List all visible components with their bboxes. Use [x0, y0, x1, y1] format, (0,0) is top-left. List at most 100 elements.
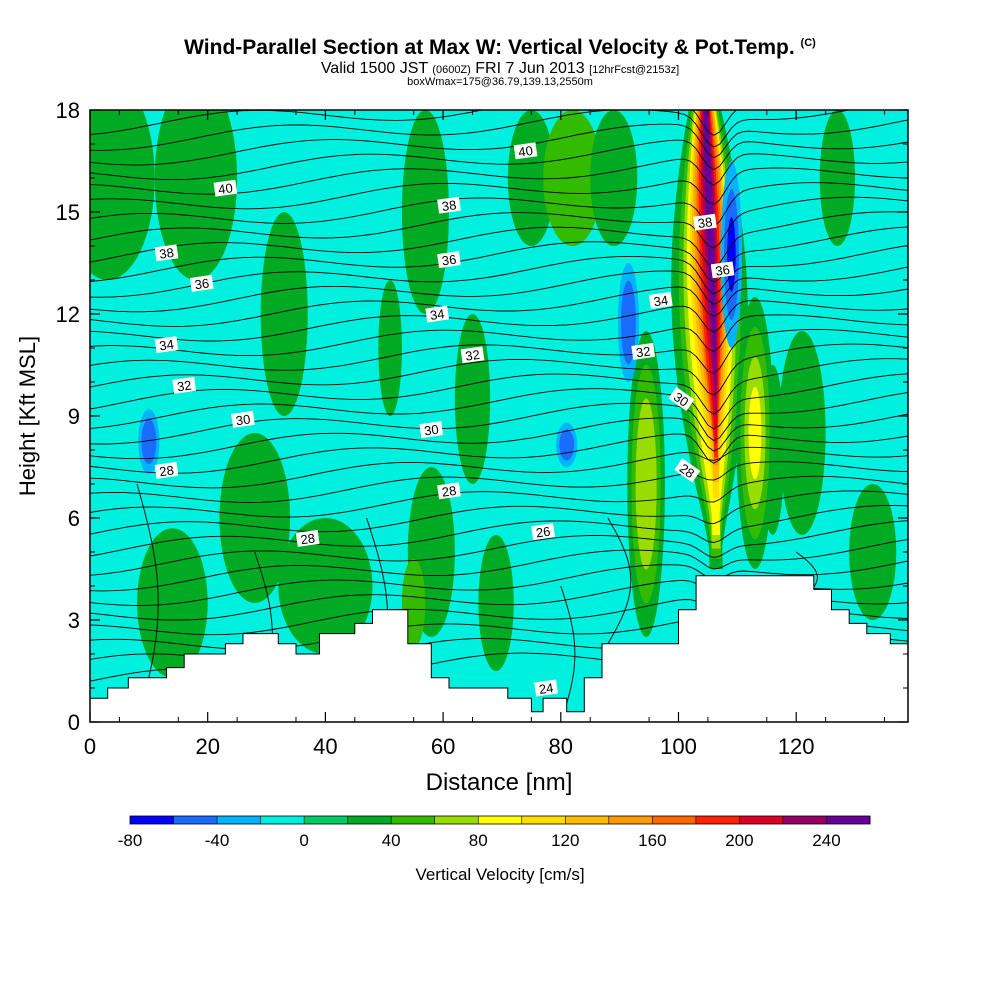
w-downdraft-band [141, 418, 157, 465]
w-blob [454, 314, 491, 484]
theta-contour [90, 182, 908, 227]
theta-label-36: 36 [189, 274, 214, 292]
theta-contour [90, 266, 908, 313]
w-blob [507, 110, 555, 246]
theta-label-text: 28 [441, 483, 457, 500]
theta-label-28: 28 [295, 529, 320, 547]
theta-contour [90, 244, 908, 298]
x-tick-label: 40 [313, 734, 337, 759]
theta-label-text: 36 [441, 252, 457, 269]
w-blob [778, 331, 826, 535]
w-downdraft-band [559, 429, 575, 461]
colorbar-frame [129, 815, 871, 825]
theta-contour [90, 110, 737, 136]
colorbar-swatch [652, 816, 697, 824]
theta-label-36: 36 [710, 261, 735, 279]
theta-label-32: 32 [631, 342, 656, 360]
theta-label-box [668, 386, 695, 412]
colorbar-tick-label: 80 [469, 831, 488, 850]
theta-label-box [231, 410, 255, 428]
colorbar-tick-label: 160 [638, 831, 666, 850]
subtitle-forecast: [12hrFcst@2153z] [589, 64, 680, 76]
theta-label-text: 30 [671, 389, 691, 410]
x-tick-label: 60 [431, 734, 455, 759]
theta-label-text: 36 [714, 262, 730, 279]
y-tick-label: 6 [68, 506, 80, 531]
chart-title: Wind-Parallel Section at Max W: Vertical… [0, 36, 1000, 60]
colorbar-swatch [565, 816, 610, 824]
w-blob [219, 433, 291, 603]
theta-label-28: 28 [154, 461, 179, 479]
x-axis-title: Distance [nm] [426, 769, 573, 796]
theta-label-text: 38 [158, 245, 174, 262]
theta-label-box [154, 461, 179, 479]
subtitle-utc-time: (0600Z) [432, 64, 471, 76]
w-blob [543, 110, 602, 246]
theta-label-box [460, 346, 485, 364]
theta-label-text: 30 [235, 411, 251, 428]
theta-label-text: 38 [697, 214, 713, 231]
theta-contour [90, 391, 908, 445]
x-axis: 0 20 40 60 80 100 120 [84, 110, 885, 759]
theta-contour [90, 520, 908, 576]
theta-label-28: 28 [674, 458, 701, 483]
colorbar-swatch [434, 816, 479, 824]
w-blob [478, 535, 514, 671]
colorbar-swatch [782, 816, 827, 824]
theta-contour [90, 167, 908, 210]
theta-contour [90, 538, 908, 592]
terrain [89, 575, 909, 723]
theta-label-30: 30 [668, 386, 695, 412]
theta-label-box [534, 679, 558, 697]
theta-label-text: 32 [176, 377, 192, 394]
w-blob [260, 212, 308, 416]
theta-label-text: 32 [464, 347, 480, 364]
theta-contour [90, 139, 908, 181]
colorbar-tick-label: 40 [382, 831, 401, 850]
theta-label-box [531, 523, 555, 541]
colorbar-swatch [608, 816, 653, 824]
theta-label-30: 30 [419, 421, 444, 439]
y-tick-label: 15 [56, 200, 80, 225]
theta-contour [90, 196, 908, 249]
theta-contour [90, 433, 908, 474]
x-tick-label: 0 [84, 734, 96, 759]
y-axis-title: Height [Kft MSL] [15, 336, 40, 496]
theta-label-text: 24 [538, 680, 554, 697]
w-blob [90, 110, 155, 280]
theta-label-38: 38 [154, 244, 179, 262]
w-blob [849, 484, 897, 620]
colorbar-tick-label: 200 [725, 831, 753, 850]
theta-label-box [674, 458, 701, 483]
w-blob [278, 518, 373, 654]
w-updraft-band [748, 386, 762, 480]
theta-contour [90, 505, 908, 557]
colorbar-swatch [260, 816, 305, 824]
colorbar-swatch [739, 816, 784, 824]
y-tick-label: 0 [68, 710, 80, 735]
theta-contour [90, 373, 908, 430]
theta-contour [90, 211, 908, 268]
colorbar: -80 -40 0 40 80 120 160 200 240 Vertical Velocity… [118, 815, 871, 884]
theta-label-box [189, 274, 214, 292]
x-tick-label: 100 [660, 734, 697, 759]
theta-label-box [693, 213, 717, 231]
colorbar-swatch [695, 816, 740, 824]
y-tick-label: 18 [56, 98, 80, 123]
colorbar-swatch [826, 816, 871, 824]
theta-label-box [154, 336, 179, 354]
theta-label-text: 26 [535, 524, 551, 541]
colorbar-swatch [217, 816, 262, 824]
w-blob [378, 280, 402, 416]
theta-label-36: 36 [437, 251, 461, 269]
theta-contour [90, 490, 908, 535]
theta-contour [90, 110, 851, 151]
theta-label-24: 24 [534, 679, 558, 697]
w-core-band [703, 110, 717, 390]
theta-label-box [648, 291, 673, 309]
colorbar-title: Vertical Velocity [cm/s] [415, 865, 584, 884]
theta-label-text: 40 [517, 143, 533, 160]
theta-label-box [172, 376, 197, 394]
